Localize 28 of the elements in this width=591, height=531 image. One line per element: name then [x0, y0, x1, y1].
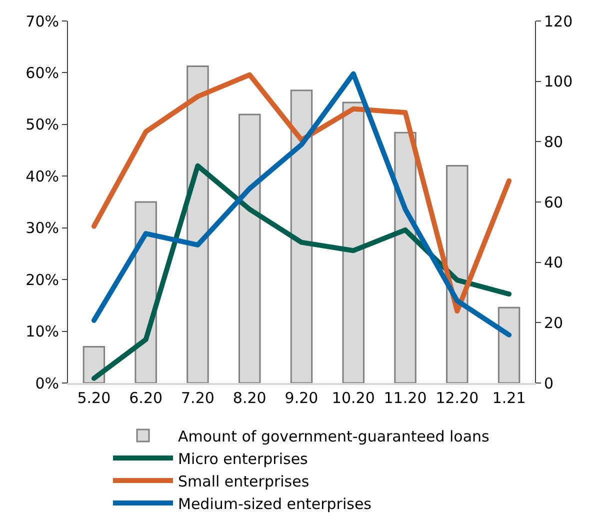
legend-label: Micro enterprises: [178, 450, 308, 468]
x-tick-label: 12.20: [436, 389, 479, 407]
x-tick-label: 9.20: [284, 389, 318, 407]
x-tick-label: 5.20: [77, 389, 111, 407]
y2-tick-label: 80: [544, 132, 564, 151]
x-tick-label: 7.20: [181, 389, 214, 407]
y-tick-label: 40%: [26, 167, 59, 186]
y2-tick-label: 120: [544, 12, 573, 30]
y2-tick-label: 40: [544, 254, 564, 272]
x-tick-label: 8.20: [232, 389, 266, 407]
y2-tick-label: 0: [544, 374, 554, 392]
legend-label: Small enterprises: [178, 472, 310, 490]
y-tick-label: 70%: [26, 12, 59, 30]
y2-tick-label: 60: [544, 193, 564, 212]
y-tick-label: 0%: [35, 374, 59, 392]
x-tick-label: 6.20: [129, 389, 163, 407]
legend-label: Amount of government-guaranteed loans: [178, 427, 490, 446]
y2-tick-label: 20: [544, 314, 564, 332]
y-tick-label: 20%: [26, 270, 59, 289]
x-tick-label: 10.20: [332, 389, 375, 407]
y-tick-label: 50%: [26, 116, 59, 134]
x-tick-label: 11.20: [384, 389, 427, 407]
y-tick-label: 10%: [26, 322, 59, 341]
x-tick-label: 1.21: [492, 389, 526, 407]
y-tick-label: 60%: [26, 64, 59, 82]
legend-label: Medium-sized enterprises: [178, 494, 372, 513]
y-tick-label: 30%: [26, 219, 59, 238]
y2-tick-label: 100: [544, 72, 573, 91]
